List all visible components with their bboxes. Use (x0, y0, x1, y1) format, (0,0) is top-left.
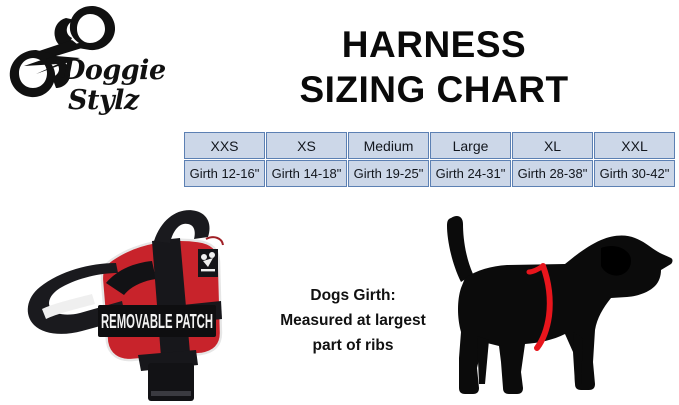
girth-band-top (526, 263, 546, 275)
removable-patch-label: REMOVABLE PATCH (101, 311, 213, 333)
page-title-line2: SIZING CHART (299, 69, 569, 110)
size-header-cell: Large (430, 132, 511, 159)
harness-padding (106, 261, 156, 295)
harness-d-ring (205, 236, 224, 246)
girth-note-line3: part of ribs (312, 337, 394, 354)
table-row-sizes: XXS XS Medium Large XL XXL (184, 132, 675, 159)
girth-note-line2: Measured at largest (280, 312, 426, 329)
size-header-cell: XS (266, 132, 347, 159)
table-row-girths: Girth 12-16" Girth 14-18" Girth 19-25" G… (184, 160, 675, 187)
girth-value-cell: Girth 28-38" (512, 160, 593, 187)
page-title-line1: HARNESS (341, 24, 527, 65)
brand-name: Doggie Stylz (62, 56, 192, 116)
doggie-stylz-tag-icon (201, 252, 215, 272)
brand-logo: Doggie Stylz (6, 4, 192, 136)
girth-note-line1: Dogs Girth: (310, 287, 396, 304)
girth-value-cell: Girth 14-18" (266, 160, 347, 187)
harness-buckle-detail (151, 391, 191, 396)
dog-silhouette-diagram (447, 216, 673, 394)
size-chart-table: XXS XS Medium Large XL XXL Girth 12-16" … (183, 131, 676, 188)
girth-value-cell: Girth 24-31" (430, 160, 511, 187)
harness-top-handle (154, 210, 210, 243)
size-header-cell: XXS (184, 132, 265, 159)
bone-lightning-logo-icon (9, 6, 116, 98)
size-header-cell: XXL (594, 132, 675, 159)
brand-name-line1: Doggie (62, 55, 166, 86)
size-header-cell: Medium (348, 132, 429, 159)
harness-reflective-trim (100, 238, 223, 362)
harness-reflective-stripe (42, 294, 95, 319)
removable-patch (98, 305, 216, 337)
dog-silhouette (447, 216, 673, 394)
girth-band (534, 263, 553, 351)
girth-value-cell: Girth 30-42" (594, 160, 675, 187)
girth-instruction-text: Dogs Girth: Measured at largest part of … (258, 283, 448, 358)
harness-product-image: REMOVABLE PATCH (27, 210, 224, 401)
girth-value-cell: Girth 12-16" (184, 160, 265, 187)
brand-name-line2: Stylz (68, 85, 139, 116)
girth-value-cell: Girth 19-25" (348, 160, 429, 187)
size-header-cell: XL (512, 132, 593, 159)
page-title: HARNESS SIZING CHART (196, 22, 672, 112)
